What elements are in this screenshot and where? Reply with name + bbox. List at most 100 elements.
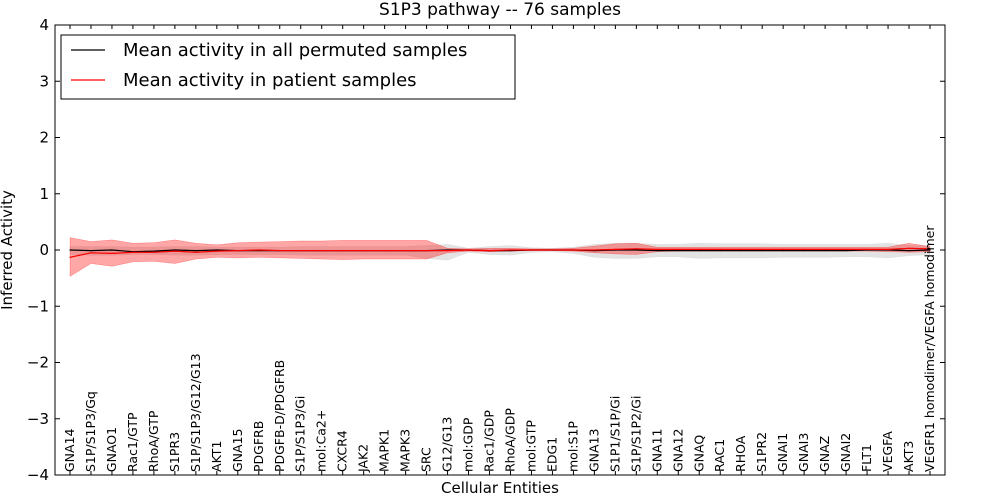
point-series-0-32: [740, 250, 742, 252]
point-series-1-40: [908, 247, 910, 249]
point-series-1-12: [321, 250, 323, 252]
x-tick-label: GNAQ: [691, 435, 706, 472]
y-tick-label: 4: [39, 16, 49, 34]
line-series-1: [69, 247, 931, 258]
x-tick-label: S1P/S1P3/G12/G13: [188, 353, 203, 472]
point-series-1-37: [845, 248, 847, 250]
point-series-0-35: [803, 250, 805, 252]
point-series-1-13: [342, 250, 344, 252]
point-series-0-36: [824, 250, 826, 252]
point-series-0-33: [761, 250, 763, 252]
point-series-1-15: [384, 250, 386, 252]
x-tick-label: RHOA: [733, 435, 748, 472]
x-tick-label: RhoA/GTP: [146, 410, 161, 472]
point-series-0-30: [698, 250, 700, 252]
point-series-1-3: [132, 251, 134, 253]
point-series-0-40: [908, 250, 910, 252]
point-series-1-24: [572, 249, 575, 251]
point-series-1-2: [111, 252, 113, 254]
x-tick-label: VEGFR1 homodimer/VEGFA homodimer: [922, 225, 937, 472]
x-tick-label: EDG1: [544, 437, 559, 472]
y-tick-label: 3: [39, 72, 49, 90]
series-lines: [69, 247, 931, 258]
point-series-1-11: [300, 250, 302, 252]
point-series-1-31: [719, 248, 721, 250]
x-tick-label: GNAZ: [817, 436, 832, 472]
x-tick-label: GNAI1: [775, 433, 790, 472]
legend: Mean activity in all permuted samples Me…: [60, 34, 516, 100]
x-tick-label: mol:GTP: [524, 420, 539, 472]
y-tick-label: 0: [39, 241, 49, 259]
x-tick-label: MAPK1: [377, 429, 392, 472]
point-series-1-28: [656, 248, 658, 250]
point-series-1-39: [887, 248, 889, 250]
y-tick-label: −3: [27, 410, 49, 428]
point-series-1-4: [153, 251, 155, 253]
x-tick-label: Rac1/GDP: [482, 410, 497, 472]
x-tick-label: MAPK3: [398, 429, 413, 472]
legend-label-permuted: Mean activity in all permuted samples: [123, 40, 467, 61]
x-tick-label: S1P1/S1P/Gi: [607, 396, 622, 472]
x-tick-label: mol:S1P: [565, 421, 580, 472]
x-tick-label: GNAI3: [796, 433, 811, 472]
point-series-1-29: [677, 248, 679, 250]
point-series-0-7: [216, 249, 218, 251]
x-tick-label: S1PR2: [754, 432, 769, 472]
x-tick-label: S1P/S1P3/Gq: [83, 391, 98, 472]
point-series-1-38: [866, 248, 868, 250]
point-series-1-9: [258, 249, 260, 251]
point-series-1-14: [363, 250, 365, 252]
axes: −4 −3 −2 −1 0 1 2 3 4 GNA14 S1P/S1P3/Gq GNAO1 Rac1/G…: [27, 16, 946, 484]
point-series-1-25: [593, 249, 596, 251]
point-series-0-41: [929, 249, 931, 251]
x-tick-label: mol:GDP: [461, 417, 476, 472]
point-series-0-6: [195, 250, 197, 252]
x-tick-label: GNA11: [649, 428, 664, 472]
chart-title: S1P3 pathway -- 76 samples: [379, 0, 621, 20]
x-tick-label: Rac1/GTP: [125, 412, 140, 472]
point-series-1-18: [447, 250, 449, 252]
x-tick-label: CXCR4: [335, 430, 350, 472]
point-series-1-6: [195, 251, 197, 253]
point-series-1-8: [237, 250, 239, 252]
point-series-1-22: [530, 249, 533, 251]
x-tick-label: AKT3: [901, 441, 916, 472]
point-series-0-37: [845, 250, 847, 252]
x-tick-label: GNA15: [230, 428, 245, 472]
point-series-1-17: [426, 250, 428, 252]
point-series-0-28: [656, 250, 658, 252]
point-series-1-26: [614, 248, 617, 250]
point-series-1-7: [216, 250, 218, 252]
y-tick-label: −2: [27, 354, 49, 372]
point-series-0-5: [174, 249, 176, 251]
point-series-0-34: [782, 250, 784, 252]
y-axis-label: Inferred Activity: [0, 190, 16, 310]
point-series-1-32: [740, 248, 742, 250]
x-tick-label: RhoA/GDP: [503, 408, 518, 472]
y-tick-label: 1: [39, 185, 49, 203]
x-axis-label: Cellular Entities: [441, 479, 559, 497]
x-tick-label: JAK2: [356, 444, 371, 473]
x-tick-label: GNA14: [62, 428, 77, 472]
point-series-1-27: [635, 248, 637, 250]
point-series-1-41: [929, 248, 931, 250]
x-tick-label: S1P/S1P2/Gi: [628, 396, 643, 472]
point-series-1-21: [509, 249, 512, 251]
point-series-0-31: [719, 250, 721, 252]
x-tick-label: S1P/S1P3/Gi: [293, 396, 308, 472]
x-tick-label: PDGFB-D/PDGFRB: [272, 360, 287, 472]
x-tick-label: mol:Ca2+: [314, 410, 329, 472]
x-tick-label: GNA12: [670, 429, 685, 473]
point-series-1-33: [761, 248, 763, 250]
point-series-0-27: [635, 249, 637, 251]
x-tick-label: SRC: [419, 447, 434, 472]
y-tick-label: −4: [27, 466, 49, 484]
point-series-1-16: [405, 250, 407, 252]
x-tick-label: GNAI2: [838, 433, 853, 472]
point-series-0-0: [69, 249, 71, 251]
confidence-bands: [69, 237, 931, 277]
point-series-1-19: [467, 249, 470, 251]
point-series-0-1: [90, 250, 92, 252]
point-series-1-1: [90, 252, 92, 254]
point-series-1-5: [174, 250, 176, 252]
